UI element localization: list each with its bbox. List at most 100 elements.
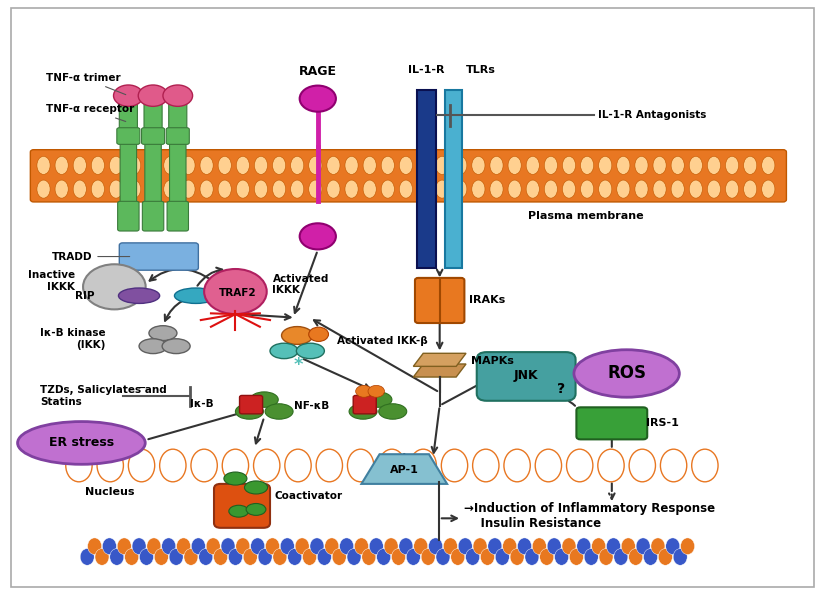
FancyBboxPatch shape <box>214 484 270 528</box>
Text: p: p <box>316 331 321 337</box>
Ellipse shape <box>254 156 267 174</box>
Text: TRAF2: TRAF2 <box>219 288 257 298</box>
Ellipse shape <box>316 449 342 482</box>
Ellipse shape <box>635 156 648 174</box>
Ellipse shape <box>236 538 250 555</box>
Ellipse shape <box>658 549 672 565</box>
Text: *: * <box>294 356 304 374</box>
Ellipse shape <box>270 343 298 359</box>
Ellipse shape <box>526 156 540 174</box>
Ellipse shape <box>629 549 643 565</box>
Ellipse shape <box>488 538 502 555</box>
Ellipse shape <box>379 404 407 419</box>
FancyBboxPatch shape <box>415 278 464 323</box>
Ellipse shape <box>532 538 546 555</box>
Ellipse shape <box>673 549 687 565</box>
Ellipse shape <box>384 538 398 555</box>
Ellipse shape <box>117 538 131 555</box>
Ellipse shape <box>635 180 648 198</box>
Text: MAPKs: MAPKs <box>471 356 514 366</box>
Polygon shape <box>361 454 447 484</box>
Ellipse shape <box>707 180 720 198</box>
Ellipse shape <box>327 180 340 198</box>
Ellipse shape <box>599 180 612 198</box>
Circle shape <box>83 264 146 309</box>
Text: Coactivator: Coactivator <box>275 491 343 502</box>
Ellipse shape <box>562 538 576 555</box>
Ellipse shape <box>229 549 243 565</box>
FancyBboxPatch shape <box>120 144 137 205</box>
Ellipse shape <box>253 449 280 482</box>
Ellipse shape <box>370 538 384 555</box>
Text: TZDs, Salicylates and
Statins: TZDs, Salicylates and Statins <box>40 385 167 407</box>
Ellipse shape <box>526 180 540 198</box>
Ellipse shape <box>222 449 248 482</box>
Ellipse shape <box>281 327 313 345</box>
Ellipse shape <box>345 180 358 198</box>
Ellipse shape <box>407 549 420 565</box>
Circle shape <box>368 386 384 397</box>
Text: TNF-α trimer: TNF-α trimer <box>46 73 125 95</box>
Ellipse shape <box>436 549 450 565</box>
Ellipse shape <box>200 156 213 174</box>
Text: TRADD: TRADD <box>52 252 130 262</box>
Ellipse shape <box>214 549 228 565</box>
Polygon shape <box>413 364 466 377</box>
Ellipse shape <box>332 549 346 565</box>
Ellipse shape <box>55 156 68 174</box>
Ellipse shape <box>666 538 680 555</box>
FancyBboxPatch shape <box>167 128 189 145</box>
Ellipse shape <box>761 180 775 198</box>
Ellipse shape <box>97 449 124 482</box>
Ellipse shape <box>743 156 757 174</box>
Ellipse shape <box>184 549 198 565</box>
FancyBboxPatch shape <box>353 396 376 414</box>
Ellipse shape <box>725 156 738 174</box>
Ellipse shape <box>295 538 309 555</box>
Ellipse shape <box>128 156 141 174</box>
Text: JNK: JNK <box>514 369 539 383</box>
Ellipse shape <box>169 549 183 565</box>
Ellipse shape <box>290 156 304 174</box>
Ellipse shape <box>250 392 278 408</box>
Ellipse shape <box>273 549 287 565</box>
Ellipse shape <box>244 481 267 494</box>
Ellipse shape <box>379 449 405 482</box>
Ellipse shape <box>725 180 738 198</box>
Ellipse shape <box>182 180 195 198</box>
Ellipse shape <box>443 538 457 555</box>
Ellipse shape <box>285 449 311 482</box>
Ellipse shape <box>381 156 394 174</box>
Ellipse shape <box>599 156 612 174</box>
Ellipse shape <box>743 180 757 198</box>
Ellipse shape <box>621 538 635 555</box>
FancyBboxPatch shape <box>446 90 462 268</box>
Ellipse shape <box>567 449 593 482</box>
Ellipse shape <box>563 156 576 174</box>
Ellipse shape <box>327 156 340 174</box>
Circle shape <box>356 386 372 397</box>
Ellipse shape <box>272 180 285 198</box>
Ellipse shape <box>636 538 650 555</box>
Text: Iκ-B: Iκ-B <box>190 399 213 409</box>
Ellipse shape <box>318 549 332 565</box>
Ellipse shape <box>617 156 630 174</box>
Ellipse shape <box>653 180 666 198</box>
Ellipse shape <box>37 156 50 174</box>
FancyBboxPatch shape <box>239 396 262 414</box>
Ellipse shape <box>569 549 583 565</box>
Ellipse shape <box>473 449 499 482</box>
Circle shape <box>299 223 336 249</box>
Text: IRS-1: IRS-1 <box>647 418 679 428</box>
Ellipse shape <box>146 180 159 198</box>
Ellipse shape <box>472 156 485 174</box>
Ellipse shape <box>614 549 628 565</box>
Ellipse shape <box>617 180 630 198</box>
Ellipse shape <box>119 288 160 303</box>
Ellipse shape <box>454 180 467 198</box>
Ellipse shape <box>162 538 176 555</box>
Ellipse shape <box>490 180 503 198</box>
Ellipse shape <box>147 538 161 555</box>
Text: Activated IKK-β: Activated IKK-β <box>337 336 427 346</box>
Ellipse shape <box>554 549 568 565</box>
